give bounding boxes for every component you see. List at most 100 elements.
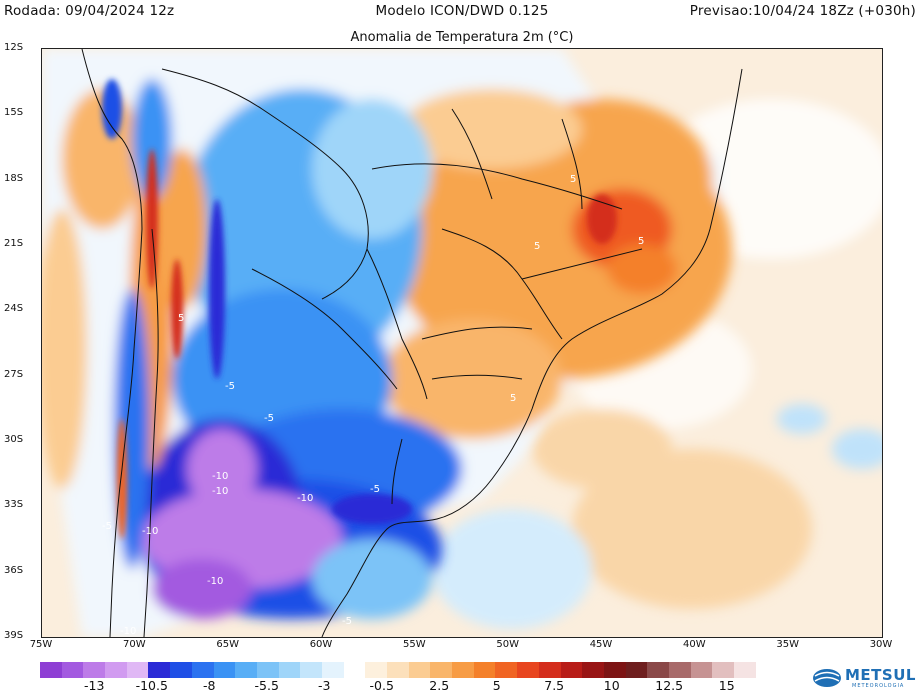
globe-logo-icon [813,669,841,687]
contour-label: -5 [370,484,380,495]
ocean-blue-patch [432,509,592,629]
very-cold-core [152,559,252,619]
contour-label: -10 [207,576,223,587]
contour-label: -10 [142,526,158,537]
argentina-paraguay-border [251,268,398,390]
colorbar-swatch [690,662,713,678]
map-title: Anomalia de Temperatura 2m (°C) [350,30,574,45]
longitude-label: 75W [29,639,53,650]
ocean-blue-patch [777,404,827,434]
warm-anomaly-region [382,319,562,439]
contour-label: -5 [102,521,112,532]
brazil-states-border [451,108,493,200]
andes-hot-streak [146,149,158,289]
run-date-label: Rodada: 09/04/2024 12z [4,3,175,19]
colorbar-swatch [105,662,127,678]
anomaly-map-canvas: -10 -10 -10 -10 -10 -10 -5 -5 -5 -5 -5 5… [42,49,882,637]
argentina-chile-border [143,228,159,637]
hot-anomaly-core [587,194,617,244]
colorbar-swatch [126,662,149,678]
ocean-warm-patch [572,449,812,609]
brazil-states-border [521,248,643,280]
longitude-label: 70W [123,639,146,650]
andes-cold-streak [102,79,122,139]
colorbar-swatch [430,662,453,678]
contour-label: -10 [212,486,228,497]
colorbar [40,662,756,678]
colorbar-tick-label: -0.5 [369,678,394,693]
warm-anomaly-region [402,89,582,169]
atlantic-coastline [321,68,743,637]
chile-coast-warm [42,209,87,489]
latitude-label: 36S [4,564,24,576]
latitude-label: 12S [4,42,24,53]
andes-hot-streak [171,259,183,359]
colorbar-tick-label: -10.5 [135,678,168,693]
colorbar-swatch [148,662,171,678]
colorbar-swatch [365,662,387,678]
contour-label: -10 [212,471,228,482]
contour-label: 5 [510,393,516,404]
latitude-label: 21S [4,238,24,249]
colorbar-swatch [343,662,366,678]
colorbar-swatch [560,662,583,678]
colorbar-swatch [40,662,62,678]
colorbar-tick-label: 15 [718,678,735,693]
colorbar-swatch [83,662,106,678]
cold-anomaly-core [332,494,412,524]
bolivia-brazil-border [161,68,369,300]
pacific-coastline [81,49,143,637]
latitude-label: 15S [4,107,24,119]
contour-label: 5 [534,241,540,252]
colorbar-tick-label: -5.5 [254,678,279,693]
forecast-time-label: Previsao:10/04/24 18Zz (+030h) [689,3,916,19]
colorbar-swatch [452,662,474,678]
longitude-label: 60W [309,639,333,650]
colorbar-swatch [647,662,669,678]
andes-cold-strip [132,79,172,199]
brazil-states-border [431,374,523,380]
colorbar-tick-label: 5 [492,678,501,693]
longitude-label: 50W [496,639,519,650]
colorbar-swatch [408,662,431,678]
very-cold-core [187,429,257,509]
colorbar-swatch [668,662,691,678]
colorbar-swatch [256,662,279,678]
colorbar-swatch [61,662,84,678]
colorbar-tick-label: -3 [317,678,331,693]
logo-subtext: METEOROLOGIA [852,683,905,689]
anomaly-map: -10 -10 -10 -10 -10 -10 -5 -5 -5 -5 -5 5… [41,48,883,638]
argentina-uruguay-border [391,438,403,505]
brazil-states-border [561,118,583,210]
brazil-paraguay-border [366,248,428,400]
metsul-logo: METSUL METEOROLOGIA [812,664,922,692]
longitude-label: 30W [869,639,893,650]
colorbar-tick-label: -13 [84,678,105,693]
colorbar-swatch [278,662,301,678]
hot-anomaly-core [607,244,677,294]
colorbar-tick-label: 10 [603,678,620,693]
longitude-label: 40W [683,639,706,650]
longitude-label: 35W [776,639,799,650]
latitude-label: 39S [4,630,24,641]
longitude-label: 65W [216,639,239,650]
colorbar-swatch [321,662,344,678]
ocean-blue-patch [832,429,882,469]
colorbar-swatch [191,662,214,678]
colorbar-swatch [495,662,518,678]
colorbar-swatch [387,662,409,678]
colorbar-swatch [538,662,561,678]
latitude-label: 30S [4,434,24,445]
colorbar-swatch [170,662,192,678]
contour-label: -10 [297,493,313,504]
colorbar-swatch [235,662,257,678]
colorbar-tick-label: 7.5 [544,678,565,693]
ocean-warm-patch [532,409,672,489]
logo-wordmark: METSUL [845,666,916,684]
contour-label: -10 [120,626,136,637]
colorbar-tick-label: -8 [203,678,216,693]
brazil-states-border [421,326,533,340]
latitude-label: 33S [4,499,24,511]
brazil-states-border [441,228,563,340]
model-name-label: Modelo ICON/DWD 0.125 [375,3,549,19]
